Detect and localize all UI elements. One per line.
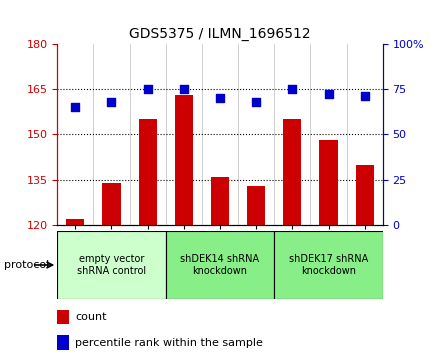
Point [325,91,332,97]
Text: protocol: protocol [4,260,50,270]
Point [72,104,79,110]
Bar [319,140,337,225]
Bar [274,231,383,299]
Point [180,86,187,92]
Bar [247,186,265,225]
Text: percentile rank within the sample: percentile rank within the sample [75,338,263,347]
Text: empty vector
shRNA control: empty vector shRNA control [77,254,146,276]
Bar [175,95,193,225]
Bar [211,177,229,225]
Bar [356,164,374,225]
Bar [57,231,166,299]
Bar [57,310,69,324]
Bar [66,219,84,225]
Bar [139,119,157,225]
Text: shDEK14 shRNA
knockdown: shDEK14 shRNA knockdown [180,254,260,276]
Point [108,99,115,105]
Title: GDS5375 / ILMN_1696512: GDS5375 / ILMN_1696512 [129,27,311,41]
Point [253,99,260,105]
Text: count: count [75,312,106,322]
Text: shDEK17 shRNA
knockdown: shDEK17 shRNA knockdown [289,254,368,276]
Bar [57,335,69,350]
Point [216,95,224,101]
Bar [283,119,301,225]
Point [361,93,368,99]
Point [144,86,151,92]
Bar [166,231,274,299]
Bar [103,183,121,225]
Point [289,86,296,92]
